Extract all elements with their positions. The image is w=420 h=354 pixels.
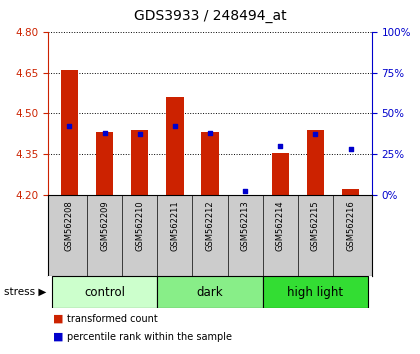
Text: GSM562211: GSM562211: [171, 200, 179, 251]
Bar: [307, 130, 324, 195]
Point: [312, 132, 319, 137]
Text: ■: ■: [52, 332, 63, 342]
Text: control: control: [84, 286, 125, 298]
Point: [207, 130, 213, 136]
Point: [277, 143, 284, 149]
Point: [101, 130, 108, 136]
Text: high light: high light: [287, 286, 344, 298]
Bar: [271, 153, 289, 195]
Text: GSM562208: GSM562208: [65, 200, 74, 251]
Text: GDS3933 / 248494_at: GDS3933 / 248494_at: [134, 9, 286, 23]
Point: [171, 124, 178, 129]
Text: GSM562216: GSM562216: [346, 200, 355, 251]
Point: [136, 132, 143, 137]
Bar: [263, 276, 368, 308]
Point: [242, 189, 249, 194]
Text: percentile rank within the sample: percentile rank within the sample: [67, 332, 232, 342]
Text: GSM562215: GSM562215: [311, 200, 320, 251]
Point: [66, 124, 73, 129]
Text: ■: ■: [52, 314, 63, 324]
Text: transformed count: transformed count: [67, 314, 158, 324]
Bar: [201, 132, 219, 195]
Text: dark: dark: [197, 286, 223, 298]
Point: [347, 146, 354, 152]
Bar: [166, 97, 184, 195]
Text: GSM562214: GSM562214: [276, 200, 285, 251]
Text: GSM562212: GSM562212: [205, 200, 215, 251]
Bar: [157, 276, 263, 308]
Bar: [131, 130, 149, 195]
Bar: [52, 276, 157, 308]
Bar: [60, 70, 78, 195]
Text: GSM562213: GSM562213: [241, 200, 249, 251]
Text: GSM562209: GSM562209: [100, 200, 109, 251]
Text: GSM562210: GSM562210: [135, 200, 144, 251]
Bar: [96, 132, 113, 195]
Bar: [342, 189, 360, 195]
Text: stress ▶: stress ▶: [4, 287, 46, 297]
